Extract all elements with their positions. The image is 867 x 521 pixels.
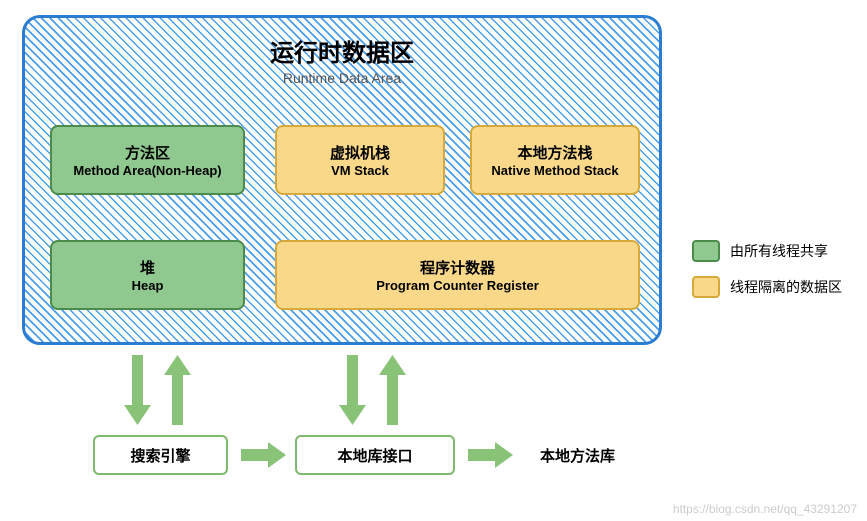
arrow-up-1 xyxy=(160,350,195,430)
arrow-right-2 xyxy=(465,438,515,472)
native-lib-label: 本地方法库 xyxy=(540,445,615,466)
legend-swatch-yellow xyxy=(692,276,720,298)
search-engine-label: 搜索引擎 xyxy=(130,445,190,466)
native-stack-cn: 本地方法栈 xyxy=(517,142,592,163)
legend: 由所有线程共享 线程隔离的数据区 xyxy=(692,240,842,312)
native-interface-label: 本地库接口 xyxy=(337,445,412,466)
pc-register-en: Program Counter Register xyxy=(376,278,539,293)
arrow-up-2 xyxy=(375,350,410,430)
legend-isolated-label: 线程隔离的数据区 xyxy=(730,277,842,297)
method-area-en: Method Area(Non-Heap) xyxy=(73,163,221,178)
legend-isolated: 线程隔离的数据区 xyxy=(692,276,842,298)
arrow-down-1 xyxy=(120,350,155,430)
vm-stack-block: 虚拟机栈 VM Stack xyxy=(275,125,445,195)
method-area-cn: 方法区 xyxy=(125,142,170,163)
heap-en: Heap xyxy=(132,278,164,293)
heap-cn: 堆 xyxy=(140,257,155,278)
arrow-right-1 xyxy=(238,438,288,472)
legend-shared-label: 由所有线程共享 xyxy=(730,241,828,261)
legend-shared: 由所有线程共享 xyxy=(692,240,842,262)
container-title-cn: 运行时数据区 xyxy=(45,33,639,68)
pc-register-cn: 程序计数器 xyxy=(420,257,495,278)
native-interface-block: 本地库接口 xyxy=(295,435,455,475)
method-area-block: 方法区 Method Area(Non-Heap) xyxy=(50,125,245,195)
arrow-down-2 xyxy=(335,350,370,430)
container-title-en: Runtime Data Area xyxy=(45,70,639,86)
watermark: https://blog.csdn.net/qq_43291207 xyxy=(673,502,857,516)
pc-register-block: 程序计数器 Program Counter Register xyxy=(275,240,640,310)
vm-stack-en: VM Stack xyxy=(331,163,389,178)
legend-swatch-green xyxy=(692,240,720,262)
native-stack-block: 本地方法栈 Native Method Stack xyxy=(470,125,640,195)
native-stack-en: Native Method Stack xyxy=(491,163,618,178)
vm-stack-cn: 虚拟机栈 xyxy=(330,142,390,163)
heap-block: 堆 Heap xyxy=(50,240,245,310)
search-engine-block: 搜索引擎 xyxy=(93,435,228,475)
